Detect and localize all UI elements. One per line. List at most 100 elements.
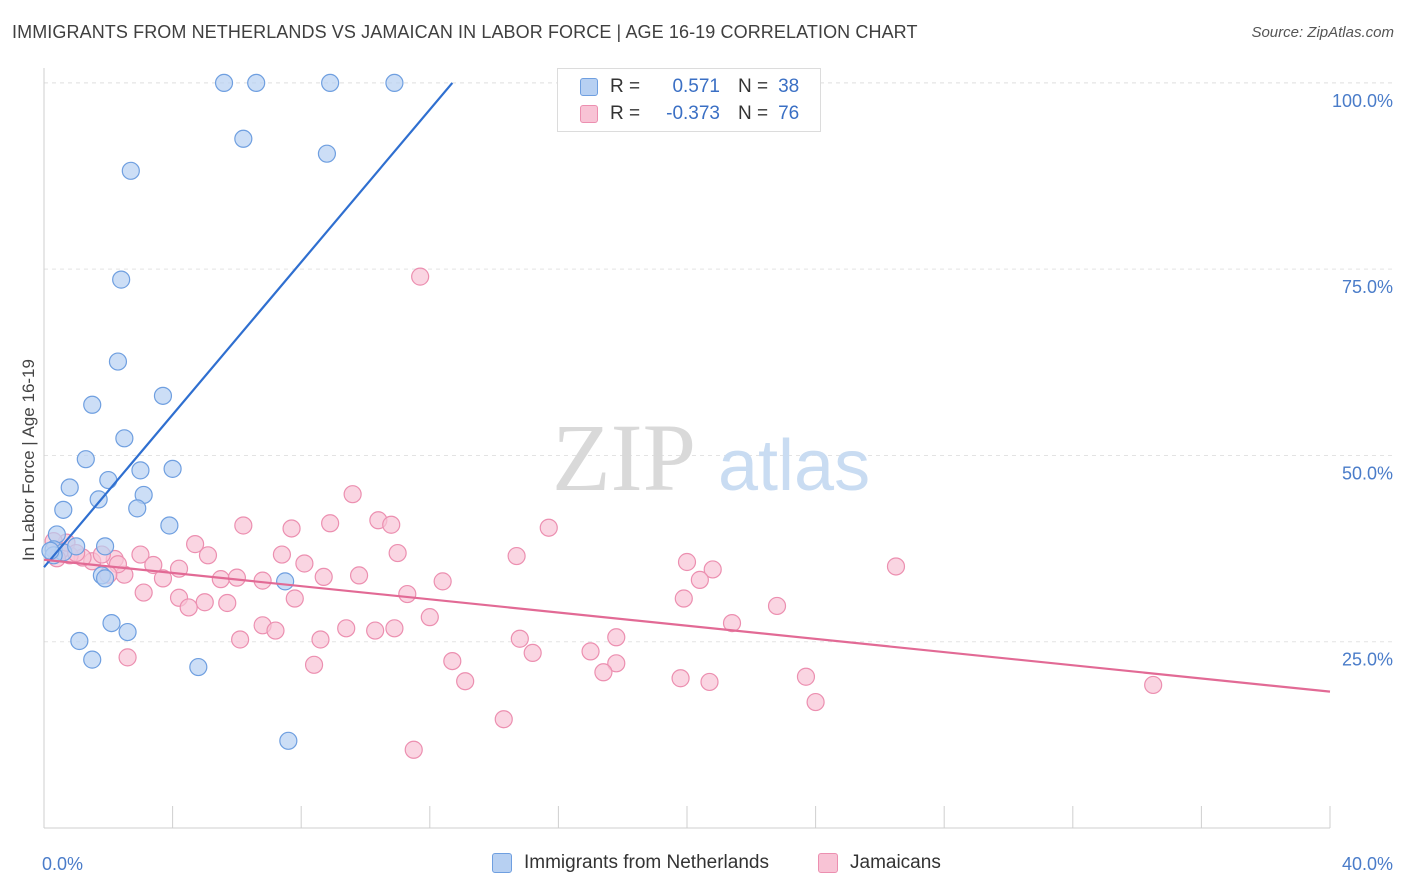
y-tick-label-1: 50.0% <box>1342 463 1393 483</box>
legend-n-value-netherlands: 38 <box>778 76 800 97</box>
point-jamaicans-53 <box>385 619 404 638</box>
x-tick-labels: 0.0% 40.0% <box>42 854 1393 874</box>
point-netherlands-26 <box>95 537 115 556</box>
point-jamaicans-16 <box>131 545 150 564</box>
point-jamaicans-8 <box>186 535 205 554</box>
point-jamaicans-12 <box>388 543 407 563</box>
point-jamaicans-33 <box>314 567 333 587</box>
watermark: ZIP atlas <box>552 404 870 511</box>
legend-r-label: R = <box>610 103 641 124</box>
point-jamaicans-54 <box>231 630 250 649</box>
legend-row-jamaicans: R = -0.373 N = 76 <box>580 102 799 126</box>
point-netherlands-14 <box>163 459 182 478</box>
legend-r-value-jamaicans: -0.373 <box>666 103 720 124</box>
point-jamaicans-56 <box>510 629 529 648</box>
point-netherlands-21 <box>160 516 179 535</box>
point-jamaicans-69 <box>1144 675 1163 695</box>
point-jamaicans-1 <box>343 485 362 504</box>
point-netherlands-1 <box>247 73 266 93</box>
point-jamaicans-34 <box>349 566 369 585</box>
point-jamaicans-3 <box>382 515 401 534</box>
watermark-atlas: atlas <box>718 426 870 506</box>
point-netherlands-4 <box>234 129 253 148</box>
series-legend-jamaicans[interactable]: Jamaicans <box>818 852 941 874</box>
series-legend: Immigrants from Netherlands Jamaicans <box>0 852 1406 878</box>
legend-swatch-netherlands <box>580 78 598 96</box>
point-jamaicans-60 <box>581 642 600 661</box>
point-netherlands-17 <box>89 490 108 509</box>
point-netherlands-20 <box>128 499 147 518</box>
point-netherlands-22 <box>47 525 66 544</box>
point-netherlands-31 <box>276 572 295 591</box>
point-jamaicans-42 <box>285 589 304 608</box>
point-jamaicans-41 <box>218 593 237 613</box>
point-jamaicans-40 <box>195 593 214 612</box>
point-netherlands-28 <box>41 541 60 560</box>
point-jamaicans-70 <box>806 692 825 712</box>
point-jamaicans-48 <box>420 608 439 627</box>
series-legend-netherlands[interactable]: Immigrants from Netherlands <box>492 852 769 874</box>
legend-n-label: N = <box>738 76 769 97</box>
point-jamaicans-6 <box>234 516 253 535</box>
point-netherlands-25 <box>67 537 86 556</box>
point-jamaicans-72 <box>404 740 423 759</box>
point-jamaicans-68 <box>796 667 816 686</box>
point-jamaicans-37 <box>690 570 709 589</box>
legend-row-netherlands: R = 0.571 N = 38 <box>580 75 799 99</box>
point-netherlands-6 <box>121 161 140 180</box>
series-netherlands-points <box>41 73 404 750</box>
point-jamaicans-59 <box>523 643 542 663</box>
legend-r-label: R = <box>610 76 641 97</box>
point-netherlands-12 <box>76 450 95 469</box>
series-legend-label-jamaicans: Jamaicans <box>850 852 941 873</box>
point-jamaicans-31 <box>227 568 246 587</box>
point-netherlands-30 <box>95 569 115 588</box>
point-jamaicans-61 <box>443 651 462 671</box>
trend-line-jamaicans <box>43 558 1331 693</box>
point-jamaicans-46 <box>179 598 198 617</box>
point-netherlands-34 <box>70 631 89 651</box>
point-jamaicans-50 <box>266 621 285 640</box>
point-netherlands-16 <box>99 470 118 490</box>
legend-swatch-jamaicans <box>580 105 598 123</box>
series-legend-swatch-jamaicans <box>818 853 838 873</box>
x-tick-label-0: 0.0% <box>42 854 83 874</box>
point-jamaicans-47 <box>118 648 137 667</box>
point-jamaicans-14 <box>677 552 697 572</box>
point-netherlands-3 <box>385 73 404 93</box>
point-jamaicans-65 <box>456 672 475 691</box>
y-tick-label-0: 25.0% <box>1342 650 1393 670</box>
point-jamaicans-71 <box>494 710 513 729</box>
grid-lines <box>44 82 1392 643</box>
point-jamaicans-64 <box>594 663 613 682</box>
axes <box>43 68 1331 829</box>
chart-source: Source: ZipAtlas.com <box>1251 24 1394 41</box>
point-jamaicans-19 <box>153 569 173 588</box>
point-jamaicans-10 <box>272 545 292 564</box>
point-netherlands-35 <box>83 650 102 669</box>
point-jamaicans-62 <box>304 655 324 674</box>
series-legend-label-netherlands: Immigrants from Netherlands <box>524 852 769 873</box>
point-netherlands-19 <box>54 500 73 519</box>
trend-line-netherlands <box>43 82 454 568</box>
point-jamaicans-9 <box>198 546 218 565</box>
point-jamaicans-4 <box>321 514 340 533</box>
y-tick-label-3: 100.0% <box>1332 91 1393 111</box>
x-tick-label-1: 40.0% <box>1342 854 1393 874</box>
point-jamaicans-58 <box>722 613 742 633</box>
point-netherlands-9 <box>153 386 173 405</box>
point-netherlands-5 <box>317 144 337 163</box>
point-jamaicans-43 <box>398 584 417 604</box>
point-netherlands-0 <box>214 73 234 93</box>
point-netherlands-11 <box>115 429 134 448</box>
chart-title: IMMIGRANTS FROM NETHERLANDS VS JAMAICAN … <box>12 22 918 42</box>
point-netherlands-37 <box>279 731 298 750</box>
point-jamaicans-38 <box>134 583 153 602</box>
legend-n-value-jamaicans: 76 <box>778 103 800 124</box>
point-netherlands-8 <box>108 352 128 371</box>
point-netherlands-2 <box>321 73 340 93</box>
correlation-legend: R = 0.571 N = 38 R = -0.373 N = 76 <box>557 68 821 132</box>
point-jamaicans-15 <box>886 557 906 576</box>
point-netherlands-13 <box>131 461 150 480</box>
